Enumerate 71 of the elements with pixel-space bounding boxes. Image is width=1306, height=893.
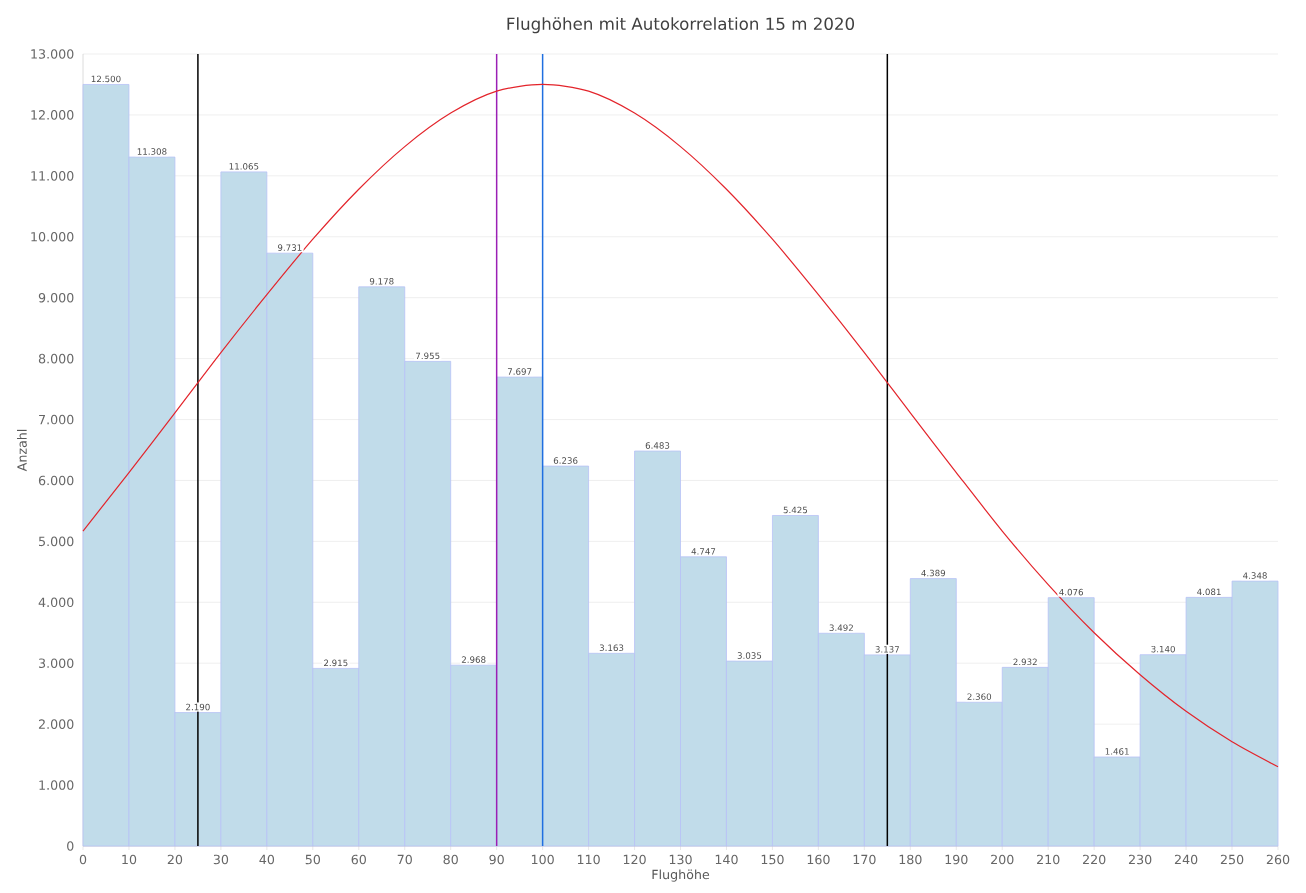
data-label: 4.389 [921,569,946,577]
x-tick-label: 0 [79,854,87,865]
data-label: 4.348 [1243,572,1267,579]
x-tick-label: 70 [397,854,412,865]
data-label: 2.932 [1013,658,1037,666]
data-label: 3.137 [875,646,899,653]
x-tick-label: 40 [259,854,275,865]
data-label: 11.065 [229,163,259,170]
data-label: 4.076 [1059,588,1084,596]
x-tick-label: 130 [669,854,692,865]
y-tick-label: 3.000 [38,658,74,669]
x-axis-title: Flughöhe [652,869,710,882]
x-tick-label: 240 [1174,854,1198,865]
x-tick-label: 50 [305,854,321,865]
x-tick-label: 180 [899,854,922,865]
data-label: 2.915 [324,659,348,667]
x-tick-label: 160 [807,854,830,865]
data-label: 6.483 [645,442,670,449]
x-tick-label: 100 [531,854,554,865]
data-label: 1.461 [1105,748,1129,755]
data-label: 2.190 [186,703,210,711]
y-tick-label: 0 [67,841,74,851]
x-tick-label: 230 [1128,854,1152,865]
y-tick-label: 12.000 [31,110,74,120]
data-label: 7.697 [507,368,532,375]
y-tick-label: 9.000 [38,292,74,303]
x-tick-label: 210 [1037,854,1060,865]
data-label: 3.035 [737,652,762,659]
x-tick-label: 140 [715,854,738,865]
data-label: 11.308 [137,148,167,155]
data-label: 2.968 [461,656,486,663]
y-axis-title: Anzahl [17,429,27,472]
data-label: 2.360 [967,693,992,700]
data-label: 5.425 [783,506,808,514]
y-tick-label: 6.000 [38,475,74,486]
x-tick-label: 110 [577,854,600,865]
y-tick-label: 8.000 [38,353,74,364]
data-label: 4.747 [691,548,716,555]
x-tick-label: 60 [351,854,366,865]
data-label: 3.492 [829,624,853,631]
data-label: 9.178 [369,278,394,285]
chart-title: Flughöhen mit Autokorrelation 15 m 2020 [507,17,855,34]
data-label: 9.731 [277,244,302,251]
y-tick-label: 4.000 [38,597,74,608]
data-label: 6.236 [553,457,578,464]
line-series [82,83,1279,768]
data-label: 3.140 [1151,645,1175,653]
y-tick-label: 5.000 [39,536,74,547]
x-tick-label: 80 [443,854,458,865]
data-label: 4.081 [1197,588,1221,596]
x-tick-label: 90 [489,854,504,865]
data-label: 12.500 [91,75,121,83]
x-tick-label: 220 [1083,854,1106,865]
x-tick-label: 200 [991,854,1014,865]
y-tick-label: 1.000 [39,780,74,790]
x-tick-label: 260 [1266,854,1290,865]
x-tick-label: 250 [1220,854,1244,865]
x-tick-label: 150 [761,854,784,865]
x-tick-label: 190 [945,854,968,865]
x-tick-label: 170 [853,854,876,865]
x-tick-label: 30 [213,854,229,865]
y-tick-label: 13.000 [31,49,74,59]
y-tick-label: 2.000 [38,719,74,729]
x-tick-label: 120 [623,854,646,865]
y-tick-label: 10.000 [31,231,74,242]
x-tick-label: 10 [122,854,137,865]
data-label: 3.163 [599,644,624,652]
data-label: 7.955 [416,352,440,360]
y-tick-label: 7.000 [39,414,74,425]
y-tick-label: 11.000 [31,171,74,181]
x-tick-label: 20 [167,854,183,865]
